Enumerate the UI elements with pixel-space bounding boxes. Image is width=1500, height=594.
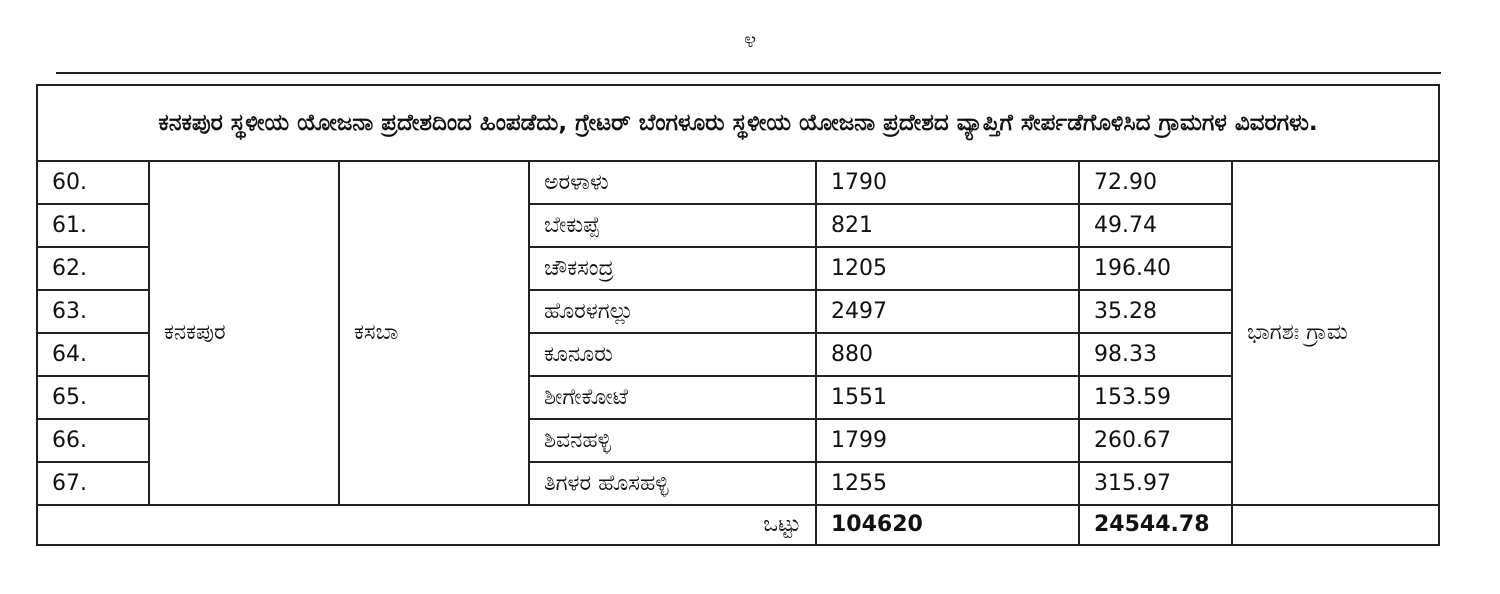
population-cell: 821: [815, 203, 1080, 248]
table-heading: ಕನಕಪುರ ಸ್ಥಳೀಯ ಯೋಜನಾ ಪ್ರದೇಶದಿಂದ ಹಿಂಪಡೆದು,…: [36, 84, 1440, 162]
table-row: 63. ಹೊರಳಗಲ್ಲು 2497 35.28: [36, 289, 1439, 334]
population-cell: 1551: [815, 375, 1080, 420]
population-cell: 1790: [815, 160, 1080, 205]
population-cell: 1205: [815, 246, 1080, 291]
area-cell: 49.74: [1078, 203, 1233, 248]
village-cell: ಬೇಕುಪ್ಪೆ: [528, 203, 817, 248]
total-population: 104620: [815, 504, 1080, 546]
area-cell: 153.59: [1078, 375, 1233, 420]
taluk-cell: ಕನಕಪುರ: [148, 160, 340, 506]
total-area: 24544.78: [1078, 504, 1233, 546]
area-cell: 72.90: [1078, 160, 1233, 205]
sl-no-cell: 66.: [36, 418, 150, 463]
village-cell: ಹೊರಳಗಲ್ಲು: [528, 289, 817, 334]
sl-no-cell: 64.: [36, 332, 150, 377]
population-cell: 2497: [815, 289, 1080, 334]
top-rule: [56, 72, 1441, 74]
page-number: ೪: [743, 28, 757, 53]
total-label: ಒಟ್ಟು: [36, 504, 817, 546]
status-cell: ಭಾಗಶಃ ಗ್ರಾಮ: [1231, 160, 1440, 506]
village-cell: ಅರಳಾಳು: [528, 160, 817, 205]
population-cell: 1799: [815, 418, 1080, 463]
villages-table: ಕನಕಪುರ ಸ್ಥಳೀಯ ಯೋಜನಾ ಪ್ರದೇಶದಿಂದ ಹಿಂಪಡೆದು,…: [36, 84, 1440, 546]
village-cell: ತಿಗಳರ ಹೊಸಹಳ್ಳಿ: [528, 461, 817, 506]
table-row: 66. ಶಿವನಹಳ್ಳಿ 1799 260.67: [36, 418, 1439, 463]
village-cell: ಚೌಕಸಂದ್ರ: [528, 246, 817, 291]
population-cell: 880: [815, 332, 1080, 377]
table-heading-row: ಕನಕಪುರ ಸ್ಥಳೀಯ ಯೋಜನಾ ಪ್ರದೇಶದಿಂದ ಹಿಂಪಡೆದು,…: [36, 84, 1440, 162]
sl-no-cell: 63.: [36, 289, 150, 334]
sl-no-cell: 65.: [36, 375, 150, 420]
village-cell: ಶೀಗೇಕೋಟೆ: [528, 375, 817, 420]
population-cell: 1255: [815, 461, 1080, 506]
sl-no-cell: 60.: [36, 160, 150, 205]
area-cell: 315.97: [1078, 461, 1233, 506]
area-cell: 196.40: [1078, 246, 1233, 291]
table-row: 67. ತಿಗಳರ ಹೊಸಹಳ್ಳಿ 1255 315.97: [36, 461, 1439, 506]
table-row: 64. ಕೂನೂರು 880 98.33: [36, 332, 1439, 377]
total-status-empty: [1231, 504, 1440, 546]
village-cell: ಶಿವನಹಳ್ಳಿ: [528, 418, 817, 463]
sl-no-cell: 61.: [36, 203, 150, 248]
sl-no-cell: 67.: [36, 461, 150, 506]
table-row: 61. ಬೇಕುಪ್ಪೆ 821 49.74: [36, 203, 1439, 248]
village-cell: ಕೂನೂರು: [528, 332, 817, 377]
area-cell: 98.33: [1078, 332, 1233, 377]
table-row: 60. ಕನಕಪುರ ಕಸಬಾ ಅರಳಾಳು 1790 72.90 ಭಾಗಶಃ …: [36, 160, 1440, 506]
hobli-cell: ಕಸಬಾ: [338, 160, 530, 506]
total-row: ಒಟ್ಟು 104620 24544.78: [36, 504, 1440, 546]
sl-no-cell: 62.: [36, 246, 150, 291]
area-cell: 260.67: [1078, 418, 1233, 463]
table-row: 65. ಶೀಗೇಕೋಟೆ 1551 153.59: [36, 375, 1439, 420]
table-row: 62. ಚೌಕಸಂದ್ರ 1205 196.40: [36, 246, 1439, 291]
area-cell: 35.28: [1078, 289, 1233, 334]
